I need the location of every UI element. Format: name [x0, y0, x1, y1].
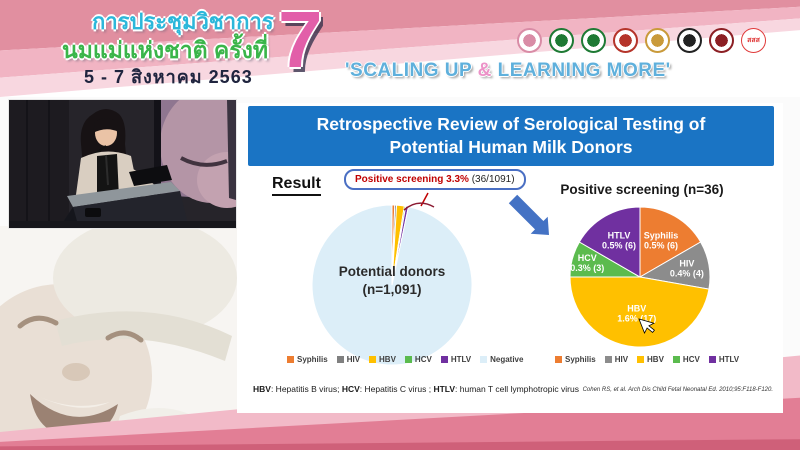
callout-pointer-line	[403, 192, 435, 211]
slide-decorations	[403, 192, 655, 334]
dark-red-crest-logo	[709, 28, 734, 53]
sponsor-logo-row: สสส	[517, 28, 766, 53]
pie-chart-potential-donors	[311, 204, 473, 366]
reference-citation: Cohen RS, et al. Arch Dis Child Fetal Ne…	[582, 387, 773, 393]
legend-swatch	[404, 356, 412, 363]
conference-banner: การประชุมวิชาการ นมแม่แห่งชาติ ครั้งที่ …	[0, 0, 800, 97]
legend-item-htlv: HTLV	[440, 355, 472, 364]
pie-slice-negative	[311, 204, 473, 366]
slide-title: Retrospective Review of Serological Test…	[248, 106, 774, 166]
royal-crest-logo	[645, 28, 670, 53]
pie-slice-label: HIV 0.4% (4)	[670, 259, 704, 279]
mouse-cursor	[638, 318, 655, 334]
legend-swatch	[369, 356, 377, 363]
mother-child-foundation-logo	[517, 28, 542, 53]
legend-swatch	[708, 356, 716, 363]
legend-item-syphilis: Syphilis	[555, 355, 596, 364]
legend-swatch	[604, 356, 612, 363]
legend-positive-screening: Syphilis HIV HBV HCV HTLV	[555, 355, 739, 364]
legend-label: HTLV	[718, 355, 740, 364]
legend-item-hiv: HIV	[336, 355, 361, 364]
legend-item-htlv: HTLV	[708, 355, 740, 364]
legend-label: HBV	[647, 355, 664, 364]
conference-date: 5 - 7 สิงหาคม 2563	[84, 67, 253, 87]
pie-slice-syphilis	[639, 206, 702, 278]
podium	[59, 165, 189, 228]
legend-swatch	[440, 356, 448, 363]
legend-label: Syphilis	[297, 355, 328, 364]
pie1-center-label: Potential donors (n=1,091)	[338, 264, 446, 297]
pie-slice-label: HBV 1.6% (17)	[617, 303, 656, 323]
legend-label: HCV	[682, 355, 700, 364]
legend-item-hbv: HBV	[637, 355, 664, 364]
pie-slice-label: Syphilis 0.5% (6)	[644, 231, 679, 251]
legend-swatch	[637, 356, 645, 363]
legend-swatch	[555, 356, 562, 363]
legend-swatch	[480, 356, 488, 363]
green-health-ministry-logo	[549, 28, 574, 53]
green-medical-council-logo	[581, 28, 606, 53]
black-university-seal-logo	[677, 28, 702, 53]
legend-label: HIV	[614, 355, 629, 364]
legend-label: HIV	[346, 355, 361, 364]
red-gold-institute-logo	[613, 28, 638, 53]
legend-item-negative: Negative	[480, 355, 523, 364]
legend-item-hcv: HCV	[404, 355, 432, 364]
abbreviation-footnote: HBV: Hepatitis B virus; HCV: Hepatitis C…	[253, 384, 579, 394]
conference-title-line2: นมแม่แห่งชาติ ครั้งที่	[62, 37, 269, 63]
pie-slice-label: HCV 0.3% (3)	[570, 253, 604, 273]
presentation-slide: Retrospective Review of Serological Test…	[237, 103, 783, 413]
legend-potential-donors: Syphilis HIV HBV HCV HTLV Negative	[287, 355, 523, 364]
legend-item-hcv: HCV	[672, 355, 700, 364]
legend-swatch	[287, 356, 294, 363]
legend-item-hbv: HBV	[369, 355, 396, 364]
legend-label: Syphilis	[565, 355, 596, 364]
thaihealth-logo: สสส	[741, 28, 766, 53]
legend-swatch	[336, 356, 344, 363]
legend-label: HCV	[414, 355, 432, 364]
result-heading: Result	[272, 175, 321, 196]
legend-label: HBV	[379, 355, 396, 364]
callout-detail: (36/1091)	[468, 174, 515, 185]
blue-arrow-icon	[508, 194, 549, 235]
pie2-title: Positive screening (n=36)	[560, 182, 724, 197]
pie-slice-hbv	[569, 276, 710, 348]
legend-item-hiv: HIV	[604, 355, 629, 364]
callout-highlight: Positive screening 3.3%	[355, 174, 469, 185]
slogan-ampersand: &	[477, 60, 492, 81]
legend-label: Negative	[490, 355, 524, 364]
projection-screen-baby	[159, 100, 236, 208]
speaker-video-feed	[8, 99, 237, 229]
legend-swatch	[672, 356, 680, 363]
legend-item-syphilis: Syphilis	[287, 355, 328, 364]
pie-slice-label: HTLV 0.5% (6)	[602, 231, 636, 251]
pie-chart-positive-screening: Syphilis 0.5% (6) HIV 0.4% (4) HBV 1.6% (17) H…	[569, 206, 711, 348]
conference-title-line1: การประชุมวิชาการ	[92, 9, 274, 34]
legend-label: HTLV	[450, 355, 472, 364]
pie-slice-htlv	[578, 206, 641, 278]
conference-slogan: 'SCALING UP & LEARNING MORE'	[345, 60, 671, 81]
edition-number: 7	[278, 0, 323, 84]
positive-screening-callout: Positive screening 3.3% (36/1091)	[344, 169, 526, 190]
